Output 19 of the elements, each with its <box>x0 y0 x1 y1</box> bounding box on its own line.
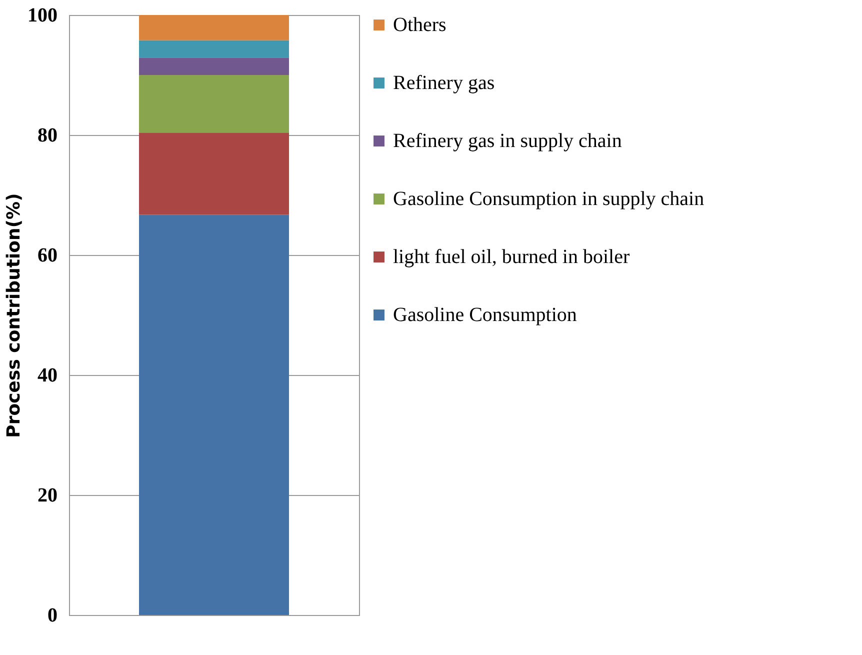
legend-label: Others <box>393 14 447 36</box>
y-tick-label: 20 <box>38 484 58 506</box>
legend-label: light fuel oil, burned in boiler <box>393 246 630 268</box>
y-tick-label: 60 <box>38 244 58 266</box>
legend-label: Gasoline Consumption <box>393 304 577 326</box>
bar <box>139 58 289 75</box>
bar <box>139 214 289 615</box>
bar <box>139 15 289 40</box>
bar <box>139 132 289 215</box>
bar <box>139 75 289 133</box>
legend-label: Refinery gas <box>393 72 495 94</box>
y-tick-label: 40 <box>38 364 58 386</box>
y-axis-title: Process contribution(%) <box>4 193 24 438</box>
y-tick-label: 80 <box>38 124 58 146</box>
legend-label: Gasoline Consumption in supply chain <box>393 188 704 210</box>
y-tick-label: 100 <box>28 4 58 26</box>
legend-label: Refinery gas in supply chain <box>393 130 622 152</box>
y-tick-label: 0 <box>48 604 58 626</box>
bar <box>139 40 289 58</box>
